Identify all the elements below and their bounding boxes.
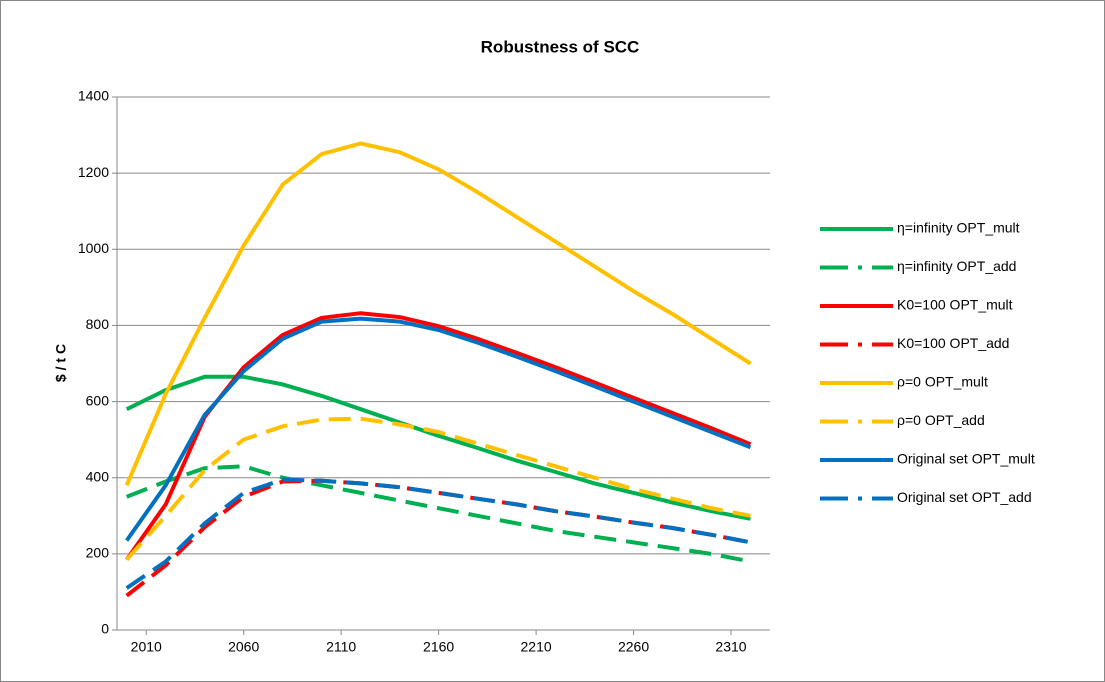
y-tick-label: 200	[86, 545, 110, 561]
x-tick-label: 2010	[131, 639, 162, 655]
series-line	[125, 416, 751, 561]
y-tick-label: 1200	[78, 164, 109, 180]
legend-label: ρ=0 OPT_mult	[897, 374, 988, 390]
series-line	[125, 316, 752, 542]
legend-label: Original set OPT_mult	[897, 451, 1035, 467]
series-line	[125, 464, 751, 564]
x-tick-label: 2260	[618, 639, 649, 655]
legend-label: η=infinity OPT_add	[897, 258, 1016, 274]
x-tick-label: 2310	[715, 639, 746, 655]
series-line	[125, 374, 751, 521]
legend-label: K0=100 OPT_mult	[897, 297, 1013, 313]
legend-label: η=infinity OPT_mult	[897, 220, 1020, 236]
series-line	[125, 477, 751, 590]
series-line	[124, 141, 752, 487]
x-tick-label: 2160	[423, 639, 454, 655]
y-tick-label: 0	[101, 621, 109, 637]
y-axis-label: $ / t C	[53, 344, 69, 382]
y-tick-label: 1000	[78, 240, 109, 256]
x-tick-label: 2210	[521, 639, 552, 655]
x-tick-label: 2060	[228, 639, 259, 655]
chart-title: Robustness of SCC	[481, 37, 640, 56]
x-tick-label: 2110	[326, 639, 356, 655]
legend-label: Original set OPT_add	[897, 489, 1032, 505]
y-tick-label: 1400	[78, 88, 109, 104]
y-tick-label: 600	[86, 392, 110, 408]
y-tick-label: 800	[86, 316, 110, 332]
legend-label: K0=100 OPT_add	[897, 335, 1009, 351]
legend-label: ρ=0 OPT_add	[897, 412, 985, 428]
y-tick-label: 400	[86, 468, 110, 484]
